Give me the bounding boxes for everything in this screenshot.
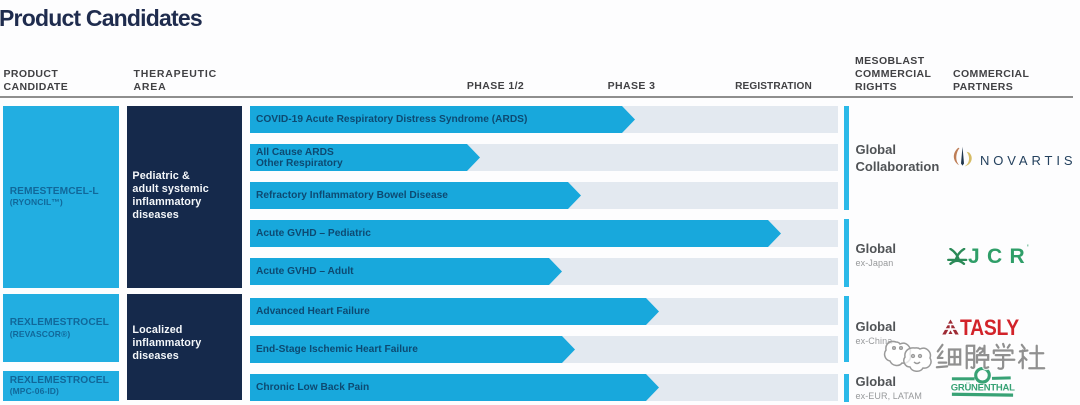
svg-text:GRÜNENTHAL: GRÜNENTHAL	[951, 383, 1015, 394]
